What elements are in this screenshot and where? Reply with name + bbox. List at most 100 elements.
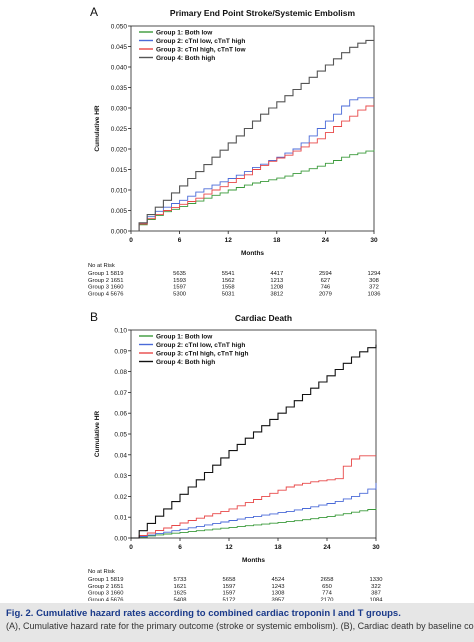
y-axis-label: Cumulative HR xyxy=(94,411,101,458)
risk-value: 1558 xyxy=(222,285,235,291)
risk-row-label: Group 2 1651 xyxy=(88,278,123,284)
series-line-2 xyxy=(131,97,374,232)
chart-title: Cardiac Death xyxy=(235,313,292,323)
risk-value: 746 xyxy=(321,285,331,291)
caption-title: Cumulative hazard rates according to com… xyxy=(36,608,401,619)
y-tick-label: 0.09 xyxy=(114,348,127,355)
y-tick-label: 0.010 xyxy=(111,188,128,195)
x-tick-label: 30 xyxy=(370,237,378,244)
series-line-3 xyxy=(131,105,374,232)
risk-row-label: Group 2 1651 xyxy=(88,584,123,590)
x-tick-label: 6 xyxy=(178,544,182,551)
y-tick-label: 0.02 xyxy=(114,494,127,501)
legend-entry: Group 1: Both low xyxy=(156,30,213,37)
risk-value: 5031 xyxy=(222,291,235,297)
risk-value: 650 xyxy=(322,584,332,590)
y-tick-label: 0.030 xyxy=(111,106,128,113)
series-line-4 xyxy=(131,344,377,539)
x-tick-label: 24 xyxy=(323,544,331,551)
x-tick-label: 12 xyxy=(225,544,233,551)
risk-value: 2658 xyxy=(321,577,334,583)
chart-panel-a: A Primary End Point Stroke/Systemic Embol… xyxy=(0,0,474,306)
y-tick-label: 0.045 xyxy=(111,44,128,51)
risk-value: 1597 xyxy=(223,591,236,597)
legend-entry: Group 4: Both high xyxy=(156,55,215,62)
series-line-1 xyxy=(131,508,377,539)
x-tick-label: 12 xyxy=(225,237,233,244)
caption-heading: Fig. 2. Cumulative hazard rates accordin… xyxy=(6,607,468,620)
x-tick-label: 18 xyxy=(273,237,281,244)
y-tick-label: 0.08 xyxy=(114,369,127,376)
risk-value: 627 xyxy=(321,278,331,284)
caption-text: (A), Cumulative hazard rate for the prim… xyxy=(6,621,474,631)
risk-value: 5541 xyxy=(222,271,235,277)
risk-value: 774 xyxy=(322,591,332,597)
risk-table-header: No at Risk xyxy=(88,569,115,575)
risk-value: 5635 xyxy=(173,271,186,277)
risk-value: 5408 xyxy=(174,597,187,601)
y-tick-label: 0.01 xyxy=(114,515,127,522)
risk-value: 1243 xyxy=(272,584,285,590)
y-tick-label: 0.07 xyxy=(114,390,127,397)
panel-label: A xyxy=(90,5,98,19)
y-tick-label: 0.050 xyxy=(111,24,128,31)
legend-entry: Group 2: cTnI low, cTnT high xyxy=(156,38,245,45)
risk-value: 5300 xyxy=(173,291,186,297)
risk-value: 3957 xyxy=(272,597,285,601)
x-axis-label: Months xyxy=(242,557,265,564)
y-tick-label: 0.015 xyxy=(111,167,128,174)
risk-value: 5658 xyxy=(223,577,236,583)
y-tick-label: 0.06 xyxy=(114,411,127,418)
risk-value: 2079 xyxy=(319,291,332,297)
chart-title: Primary End Point Stroke/Systemic Emboli… xyxy=(170,8,356,18)
risk-value: 1084 xyxy=(370,597,384,601)
series-line-3 xyxy=(131,455,376,539)
risk-table-header: No at Risk xyxy=(88,263,115,269)
y-tick-label: 0.035 xyxy=(111,85,128,92)
risk-value: 1562 xyxy=(222,278,235,284)
y-tick-label: 0.005 xyxy=(111,208,128,215)
y-tick-label: 0.03 xyxy=(114,473,127,480)
risk-value: 5172 xyxy=(223,597,236,601)
risk-value: 1597 xyxy=(223,584,236,590)
risk-value: 1308 xyxy=(272,591,285,597)
risk-value: 3812 xyxy=(270,291,283,297)
risk-value: 1036 xyxy=(368,291,381,297)
risk-table: No at Risk Group 1 5819 5635 5541 4417 2594 12… xyxy=(88,263,381,297)
risk-value: 1330 xyxy=(370,577,383,583)
x-tick-label: 24 xyxy=(322,237,330,244)
series-line-2 xyxy=(131,482,377,539)
x-axis-label: Months xyxy=(241,250,264,257)
y-tick-label: 0.05 xyxy=(114,432,127,439)
risk-value: 1597 xyxy=(173,285,186,291)
series-line-1 xyxy=(131,149,375,232)
risk-table: No at Risk Group 1 5819 5733 5658 4524 2658 13… xyxy=(88,569,384,603)
risk-value: 1593 xyxy=(173,278,186,284)
risk-row-label: Group 3 1660 xyxy=(88,591,123,597)
x-tick-label: 0 xyxy=(129,237,133,244)
x-tick-label: 18 xyxy=(274,544,282,551)
y-tick-label: 0.04 xyxy=(114,452,127,459)
risk-value: 2594 xyxy=(319,271,333,277)
chart-a: A Primary End Point Stroke/Systemic Embol… xyxy=(88,5,381,297)
risk-value: 308 xyxy=(369,278,379,284)
series-line-4 xyxy=(131,39,374,232)
legend-entry: Group 4: Both high xyxy=(156,359,215,366)
legend-entry: Group 3: cTnI high, cTnT low xyxy=(156,47,246,54)
risk-row-label: Group 4 5676 xyxy=(88,597,123,601)
y-tick-label: 0.10 xyxy=(114,328,127,335)
legend-entry: Group 1: Both low xyxy=(156,334,213,341)
x-tick-label: 0 xyxy=(129,544,133,551)
legend-entry: Group 3: cTnI high, cTnT high xyxy=(156,351,248,358)
risk-value: 1213 xyxy=(270,278,283,284)
risk-row-label: Group 1 5819 xyxy=(88,271,123,277)
panel-label: B xyxy=(90,310,98,324)
x-tick-label: 6 xyxy=(178,237,182,244)
risk-row-label: Group 4 5676 xyxy=(88,291,123,297)
figure-caption: Fig. 2. Cumulative hazard rates accordin… xyxy=(0,603,474,642)
caption-label: Fig. 2. xyxy=(6,608,34,619)
y-tick-label: 0.00 xyxy=(114,536,127,543)
risk-value: 4524 xyxy=(272,577,286,583)
